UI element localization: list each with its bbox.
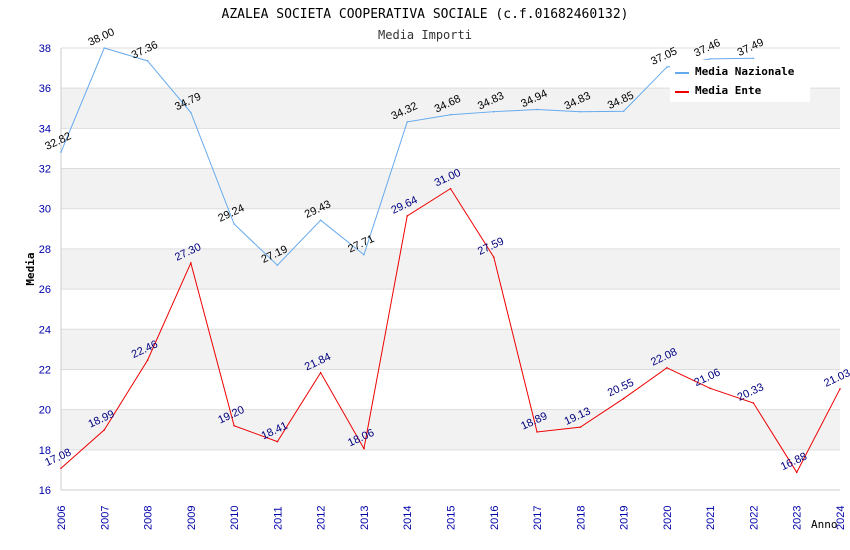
data-label: 37.46 [692,37,722,60]
x-tick-label: 2019 [619,506,631,530]
data-point [406,121,409,123]
x-tick-label: 2024 [835,506,847,530]
x-axis-label: Anno [811,518,838,531]
data-point [103,429,106,431]
data-point [622,110,625,113]
y-tick-label: 36 [39,83,51,95]
y-tick-labels: 16 18 20 22 24 26 28 30 32 34 36 38 [39,43,51,497]
y-tick-label: 28 [39,244,51,256]
y-tick-label: 18 [39,445,51,457]
series-line-media-nazionale [60,47,754,266]
x-tick-label: 2013 [359,506,371,530]
y-tick-label: 22 [39,364,51,376]
x-tick-label: 2020 [662,506,674,530]
data-point [319,219,322,221]
data-point [276,264,279,266]
data-point [666,66,668,68]
data-point [146,359,149,362]
x-tick-label: 2015 [446,506,458,530]
data-point [536,431,538,433]
data-point [579,426,582,428]
x-tick-label: 2014 [402,506,414,530]
data-label: 16.88 [779,451,809,474]
y-tick-label: 30 [39,204,51,216]
axes [60,48,840,491]
grid-band [61,248,840,290]
data-label: 20.55 [606,377,636,400]
y-tick-label: 38 [39,43,51,55]
data-point [709,387,711,390]
data-point [839,388,841,390]
legend-label-media-ente: Media Ente [695,84,762,97]
grid-band [61,409,840,450]
x-tick-label: 2010 [229,506,241,530]
data-point [190,111,192,114]
x-tick-label: 2022 [748,506,760,530]
data-point [449,113,452,116]
data-point [60,467,62,470]
x-tick-label: 2008 [143,506,155,530]
data-point [103,47,106,49]
data-point [363,447,365,450]
legend: Media Nazionale Media Ente [670,60,810,102]
data-point [709,58,711,60]
y-tick-label: 20 [39,405,51,417]
data-point [492,110,495,113]
data-label: 21.03 [822,367,850,390]
y-tick-label: 24 [39,324,51,336]
data-label: 37.49 [736,36,766,59]
y-tick-label: 32 [39,164,51,176]
y-axis-label: Media [24,252,37,285]
x-tick-label: 2023 [792,506,804,530]
series-lines [60,47,841,474]
x-tick-label: 2018 [575,506,587,530]
chart-title: AZALEA SOCIETA COOPERATIVA SOCIALE (c.f.… [222,7,629,22]
data-point [60,151,62,153]
data-point [276,440,279,443]
data-point [536,108,538,111]
data-point [233,223,235,225]
legend-label-media-nazionale: Media Nazionale [695,65,795,78]
data-label: 38.00 [86,26,116,49]
legend-box [670,60,810,102]
data-point [319,371,322,374]
chart-subtitle: Media Importi [378,28,472,42]
data-point [146,60,149,62]
x-tick-label: 2007 [99,506,111,530]
x-tick-label: 2006 [56,506,68,530]
data-point [363,253,365,256]
data-label: 20.33 [736,381,766,404]
data-point [752,57,755,60]
data-point [666,367,668,369]
x-tick-label: 2009 [186,506,198,530]
y-tick-label: 16 [39,485,51,497]
y-tick-label: 34 [39,123,51,135]
x-tick-label: 2021 [705,506,717,530]
x-tick-label: 2012 [316,506,328,530]
data-point [406,215,409,217]
data-point [233,424,235,427]
x-tick-label: 2016 [489,506,501,530]
data-point [579,110,582,113]
x-tick-label: 2017 [532,506,544,530]
x-tick-label: 2011 [272,506,284,530]
data-label: 37.36 [130,39,160,62]
grid-band [61,329,840,370]
data-point [492,256,495,258]
data-point [449,187,452,190]
grid-lines [61,47,840,491]
x-tick-labels: 2006 2007 2008 2009 2010 2011 2012 2013 2014 2015… [56,506,847,530]
y-tick-label: 26 [39,284,51,296]
data-point [795,471,798,474]
data-point [622,397,625,400]
background-bands [61,88,840,450]
data-point [752,402,755,404]
data-point [190,262,192,264]
